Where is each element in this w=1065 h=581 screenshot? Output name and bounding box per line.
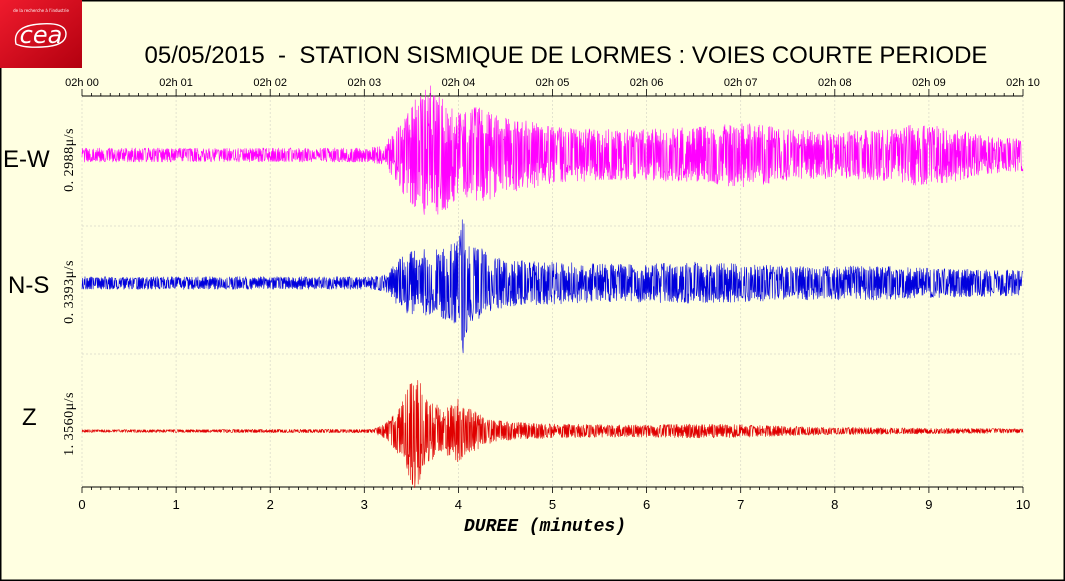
time-tick-label: 02h 08 [818, 77, 852, 89]
time-tick-label: 02h 05 [536, 77, 570, 89]
x-tick-label: 6 [643, 497, 650, 512]
channel-label-z: Z [22, 404, 37, 431]
cea-logo: de la recherche à l'industrie cea [0, 0, 82, 68]
channel-label-e-w: E-W [3, 146, 50, 173]
time-tick-label: 02h 10 [1006, 77, 1040, 89]
scale-label-e-w: 0. 2988μ/s [62, 128, 77, 192]
trace-z [81, 380, 1024, 488]
x-tick-label: 2 [267, 497, 274, 512]
logo-wordmark: cea [20, 21, 63, 49]
scale-label-z: 1. 3560μ/s [62, 392, 77, 456]
x-tick-label: 9 [925, 497, 932, 512]
time-tick-label: 02h 03 [347, 77, 381, 89]
x-tick-label: 10 [1016, 497, 1030, 512]
trace-n-s [81, 219, 1024, 354]
time-tick-label: 02h 01 [159, 77, 193, 89]
x-tick-label: 8 [831, 497, 838, 512]
time-tick-label: 02h 04 [442, 77, 476, 89]
x-tick-label: 5 [549, 497, 556, 512]
x-tick-label: 1 [172, 497, 179, 512]
x-tick-label: 7 [737, 497, 744, 512]
trace-e-w [81, 85, 1024, 215]
x-tick-label: 4 [455, 497, 462, 512]
x-tick-label: 0 [78, 497, 85, 512]
chart-title: 05/05/2015 - STATION SISMIQUE DE LORMES … [145, 42, 988, 69]
scale-label-n-s: 0. 3393μ/s [62, 260, 77, 324]
x-tick-label: 3 [361, 497, 368, 512]
logo-swoosh [14, 23, 67, 48]
time-tick-label: 02h 09 [912, 77, 946, 89]
channel-label-n-s: N-S [8, 272, 49, 299]
time-tick-label: 02h 02 [253, 77, 287, 89]
time-tick-label: 02h 07 [724, 77, 758, 89]
traces [81, 85, 1024, 488]
logo-tagline: de la recherche à l'industrie [13, 8, 69, 13]
time-tick-label: 02h 06 [630, 77, 664, 89]
logo-background [0, 0, 82, 68]
time-tick-label: 02h 00 [65, 77, 99, 89]
axes: 02h 00 02h 01 02h 02 02h 03 02h 04 02h 05 02h … [65, 77, 1040, 512]
x-axis-title: DUREE (minutes) [464, 517, 626, 537]
